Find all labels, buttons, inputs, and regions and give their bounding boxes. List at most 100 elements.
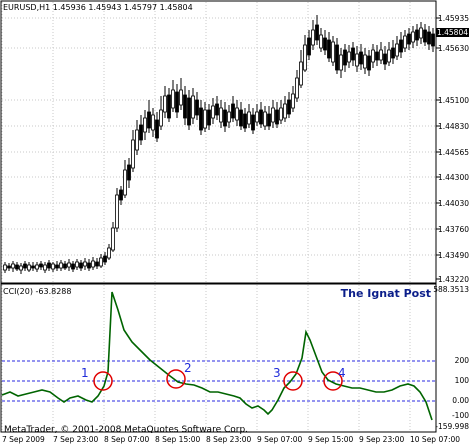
price-tick: 1.43220	[437, 275, 469, 284]
candle-body	[391, 47, 395, 59]
candle-body	[427, 31, 431, 45]
candle-body	[251, 114, 255, 131]
candle-body	[383, 53, 387, 65]
candle-body	[315, 24, 319, 41]
candle-body	[179, 89, 183, 106]
candle-body	[307, 37, 311, 56]
candle-body	[39, 263, 43, 268]
time-label: 8 Sep 23:00	[206, 435, 252, 444]
candle-body	[15, 264, 19, 270]
candle-body	[219, 107, 223, 123]
price-tick: 1.45100	[437, 96, 469, 105]
candle-body	[131, 139, 135, 169]
candle-body	[99, 257, 103, 267]
candle-body	[355, 53, 359, 67]
candle-body	[247, 111, 251, 125]
marker-label-3: 3	[273, 366, 281, 380]
candle-body	[403, 35, 407, 49]
price-tick: 1.44300	[437, 173, 469, 182]
candle-body	[419, 27, 423, 39]
candle-body	[35, 264, 39, 270]
candle-body	[75, 261, 79, 268]
candle-body	[143, 117, 147, 133]
candle-body	[367, 55, 371, 71]
candle-body	[195, 99, 199, 116]
time-label: 9 Sep 15:00	[308, 435, 354, 444]
candle-body	[291, 93, 295, 109]
price-tick: 1.45630	[437, 44, 469, 53]
candle-body	[151, 114, 155, 131]
copyright-text: MetaTrader, © 2001-2008 MetaQuotes Softw…	[4, 425, 249, 435]
candle-body	[343, 49, 347, 66]
signal-circle	[166, 369, 186, 389]
time-label: 7 Sep 23:00	[53, 435, 99, 444]
time-label: 8 Sep 07:00	[104, 435, 150, 444]
candle-body	[215, 103, 219, 116]
candle-body	[431, 33, 435, 47]
candle-body	[311, 29, 315, 46]
cci-panel[interactable]	[0, 283, 437, 433]
candle-body	[331, 41, 335, 63]
candle-body	[55, 264, 59, 269]
candle-body	[95, 261, 99, 267]
cci-tick: 0.00	[452, 396, 469, 405]
candle-body	[171, 89, 175, 109]
candle-body	[11, 263, 15, 269]
candle-body	[59, 262, 63, 269]
candle-body	[423, 29, 427, 43]
candle-body	[407, 33, 411, 45]
price-panel[interactable]	[0, 0, 437, 284]
signal-circle	[323, 371, 343, 391]
candle-body	[359, 51, 363, 65]
candle-body	[19, 265, 23, 271]
candle-body	[87, 262, 91, 269]
cci-tick: 200	[454, 356, 469, 365]
price-tick: 1.43490	[437, 251, 469, 260]
candle-body	[239, 109, 243, 127]
candle-body	[255, 111, 259, 123]
cci-indicator-label: CCI(20) -63.8288	[3, 287, 72, 296]
current-price-badge: 1.45804	[435, 28, 469, 37]
candle-body	[235, 107, 239, 121]
candle-body	[71, 263, 75, 270]
candle-body	[163, 95, 167, 113]
candle-body	[387, 49, 391, 63]
candle-body	[167, 94, 171, 119]
price-tick: 1.44830	[437, 122, 469, 131]
candle-body	[67, 262, 71, 268]
signal-circle	[93, 371, 113, 391]
candle-body	[275, 109, 279, 125]
candle-body	[23, 263, 27, 269]
candle-body	[119, 189, 123, 201]
price-tick: 1.43760	[437, 225, 469, 234]
price-tick: 1.45935	[437, 14, 469, 23]
candle-body	[115, 194, 119, 229]
candle-body	[3, 264, 7, 271]
candle-body	[31, 265, 35, 269]
candle-body	[43, 264, 47, 271]
price-tick: 1.44565	[437, 148, 469, 157]
candle-body	[135, 129, 139, 151]
candle-body	[155, 119, 159, 139]
candle-body	[79, 262, 83, 269]
symbol-info: EURUSD,H1 1.45936 1.45943 1.45797 1.4580…	[3, 3, 193, 12]
candle-body	[223, 109, 227, 127]
candle-body	[111, 227, 115, 251]
cci-tick: 588.3513	[433, 285, 469, 294]
candle-body	[147, 111, 151, 129]
candle-body	[227, 111, 231, 123]
price-tick: 1.44030	[437, 199, 469, 208]
candle-body	[347, 51, 351, 63]
candle-body	[259, 109, 263, 125]
candle-body	[199, 107, 203, 131]
candle-body	[395, 43, 399, 57]
marker-label-2: 2	[184, 361, 192, 375]
candle-body	[103, 255, 107, 263]
candle-body	[339, 54, 343, 71]
cci-line	[1, 291, 433, 421]
candle-body	[203, 109, 207, 129]
candle-body	[363, 54, 367, 69]
candle-body	[295, 77, 299, 99]
marker-label-4: 4	[338, 366, 346, 380]
